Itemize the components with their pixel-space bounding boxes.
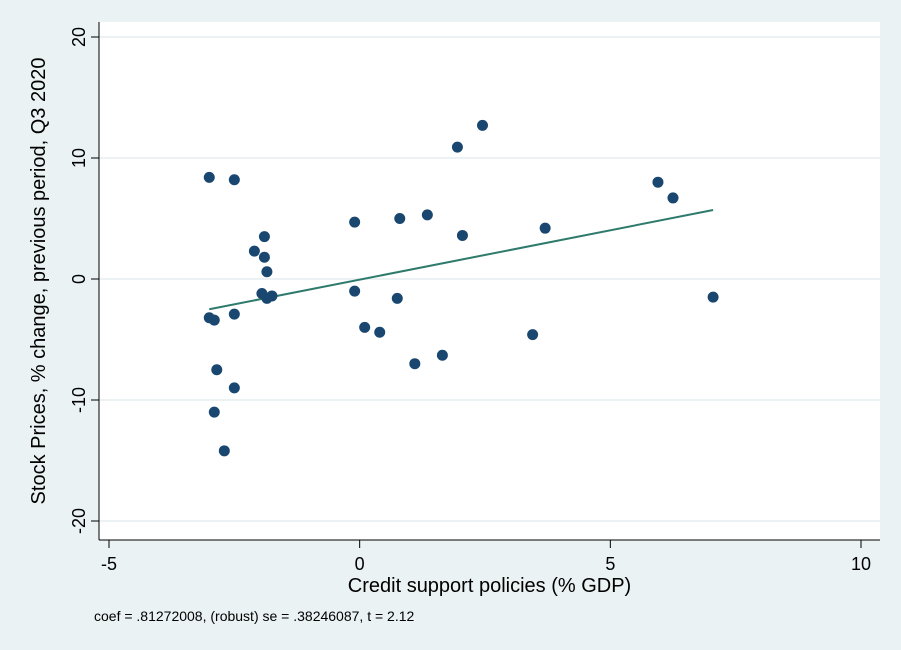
x-tick-label-1: 0 [355, 554, 365, 574]
data-point-10 [258, 231, 270, 243]
data-point-11 [258, 251, 270, 263]
y-axis-ticks: -20 -10 0 10 20 [69, 27, 99, 534]
data-points [203, 119, 719, 457]
regression-note: coef = .81272008, (robust) se = .3824608… [94, 608, 415, 624]
data-point-4 [228, 308, 240, 320]
data-point-1 [228, 174, 240, 186]
y-tick-label-3: 10 [69, 148, 89, 168]
data-point-15 [266, 290, 278, 302]
plot-area [99, 22, 880, 540]
data-point-24 [436, 349, 448, 361]
fit-line-group [209, 209, 714, 311]
x-tick-label-3: 10 [851, 554, 871, 574]
y-tick-label-2: 0 [69, 274, 89, 284]
data-point-27 [476, 119, 488, 131]
data-point-5 [211, 364, 223, 376]
data-point-26 [456, 229, 468, 241]
data-point-30 [652, 176, 664, 188]
x-tick-label-0: -5 [101, 554, 117, 574]
gridlines [99, 36, 880, 522]
data-point-16 [349, 216, 361, 228]
y-tick-label-1: -10 [69, 387, 89, 413]
data-point-3 [208, 314, 220, 326]
data-point-25 [451, 141, 463, 153]
data-point-6 [228, 382, 240, 394]
data-point-12 [261, 266, 273, 278]
data-point-28 [527, 329, 539, 341]
data-point-18 [359, 321, 371, 333]
x-tick-label-2: 5 [605, 554, 615, 574]
y-axis-title: Stock Prices, % change, previous period,… [28, 58, 50, 505]
data-point-7 [208, 406, 220, 418]
data-point-0 [203, 171, 215, 183]
data-point-22 [421, 209, 433, 221]
fit-line [209, 209, 714, 311]
data-point-31 [667, 192, 679, 204]
data-point-17 [349, 285, 361, 297]
data-point-9 [248, 245, 260, 257]
y-tick-label-0: -20 [69, 508, 89, 534]
data-point-32 [707, 291, 719, 303]
data-point-19 [374, 326, 386, 338]
data-point-21 [391, 292, 403, 304]
x-axis-ticks: -5 0 5 10 [101, 540, 871, 574]
data-point-8 [218, 445, 230, 457]
data-point-23 [409, 358, 421, 370]
y-tick-label-4: 20 [69, 27, 89, 47]
data-point-29 [539, 222, 551, 234]
x-axis-title: Credit support policies (% GDP) [348, 575, 631, 597]
data-point-20 [394, 213, 406, 224]
